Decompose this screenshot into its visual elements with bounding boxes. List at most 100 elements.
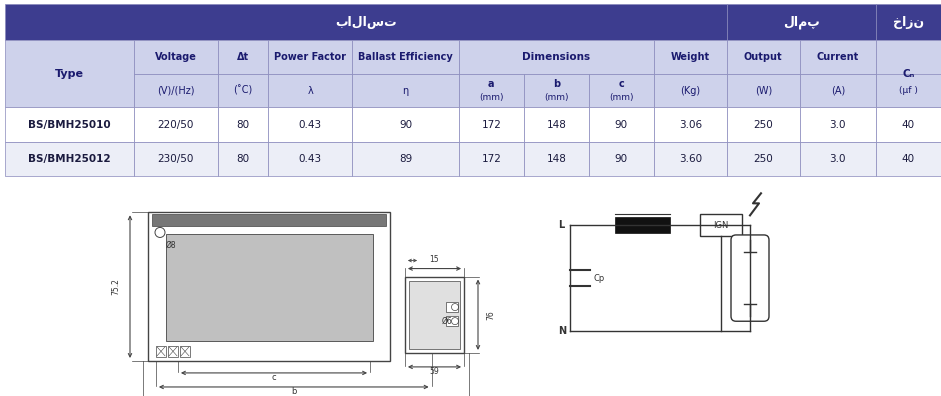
Bar — [654, 74, 726, 107]
Text: 15: 15 — [430, 255, 439, 264]
Text: 172: 172 — [482, 120, 502, 129]
Text: Voltage: Voltage — [154, 52, 197, 62]
Bar — [156, 346, 166, 357]
Bar — [876, 142, 941, 176]
Bar — [700, 214, 742, 236]
Bar — [352, 107, 459, 142]
Bar — [800, 74, 876, 107]
Text: 148: 148 — [547, 120, 566, 129]
Bar — [589, 142, 654, 176]
Bar — [217, 142, 268, 176]
Bar — [654, 107, 726, 142]
Text: Ø8: Ø8 — [166, 240, 177, 249]
Bar — [405, 276, 464, 353]
Bar — [148, 212, 390, 361]
Bar — [217, 40, 268, 74]
Text: (A): (A) — [831, 86, 845, 95]
Bar — [615, 217, 670, 234]
Bar — [726, 107, 800, 142]
Text: Cp: Cp — [594, 274, 605, 283]
Bar — [5, 4, 726, 40]
Text: Weight: Weight — [671, 52, 710, 62]
Text: L: L — [558, 221, 565, 230]
Text: 76: 76 — [486, 310, 495, 320]
Bar — [5, 142, 134, 176]
Text: 250: 250 — [754, 154, 774, 164]
Bar — [800, 142, 876, 176]
Bar — [876, 40, 941, 107]
Text: 172: 172 — [482, 154, 502, 164]
Bar — [589, 74, 654, 107]
Bar — [409, 281, 460, 349]
Bar — [352, 142, 459, 176]
Bar — [134, 107, 217, 142]
Text: بالاست: بالاست — [335, 15, 396, 29]
Text: b: b — [552, 79, 560, 89]
Bar — [800, 107, 876, 142]
Text: 0.43: 0.43 — [298, 154, 322, 164]
Bar — [726, 40, 800, 74]
Text: 59: 59 — [430, 367, 439, 376]
Text: (mm): (mm) — [544, 93, 568, 103]
Bar — [726, 142, 800, 176]
Text: Δt: Δt — [237, 52, 249, 62]
Text: 89: 89 — [399, 154, 412, 164]
Text: Cₙ: Cₙ — [902, 69, 915, 79]
Text: (W): (W) — [755, 86, 772, 95]
Bar — [524, 74, 589, 107]
Text: 230/50: 230/50 — [157, 154, 194, 164]
Bar — [876, 4, 941, 40]
Text: (Kg): (Kg) — [680, 86, 700, 95]
Bar — [876, 74, 941, 107]
Text: (mm): (mm) — [609, 93, 633, 103]
Bar — [459, 74, 524, 107]
Bar — [180, 346, 190, 357]
Text: Type: Type — [55, 69, 84, 79]
Text: (˚C): (˚C) — [233, 85, 252, 96]
Text: c: c — [618, 79, 624, 89]
Text: 3.60: 3.60 — [678, 154, 702, 164]
Text: Dimensions: Dimensions — [522, 52, 590, 62]
Text: 220/50: 220/50 — [157, 120, 194, 129]
Bar — [5, 107, 134, 142]
Bar — [459, 142, 524, 176]
Bar — [524, 107, 589, 142]
Text: 3.0: 3.0 — [830, 154, 846, 164]
Text: 40: 40 — [901, 154, 915, 164]
Text: η: η — [403, 86, 408, 95]
Bar — [217, 107, 268, 142]
Text: 0.43: 0.43 — [298, 120, 322, 129]
Text: Ø6: Ø6 — [442, 317, 453, 326]
Bar — [726, 74, 800, 107]
Bar — [134, 74, 217, 107]
Bar — [589, 107, 654, 142]
Bar — [876, 107, 941, 142]
Bar — [352, 40, 459, 74]
Bar — [268, 142, 352, 176]
Text: 148: 148 — [547, 154, 566, 164]
Bar — [459, 107, 524, 142]
Text: 3.0: 3.0 — [830, 120, 846, 129]
Text: (μf ): (μf ) — [899, 86, 917, 95]
Bar — [524, 142, 589, 176]
Text: 90: 90 — [614, 120, 628, 129]
Text: 80: 80 — [236, 120, 249, 129]
Bar — [446, 316, 458, 326]
Text: BS/BMH25010: BS/BMH25010 — [28, 120, 110, 129]
Text: BS/BMH25012: BS/BMH25012 — [28, 154, 110, 164]
Bar — [654, 40, 726, 74]
Text: Ballast Efficiency: Ballast Efficiency — [359, 52, 453, 62]
Text: 75.2: 75.2 — [111, 278, 120, 295]
Text: 250: 250 — [754, 120, 774, 129]
Text: N: N — [558, 326, 566, 336]
Text: Power Factor: Power Factor — [274, 52, 346, 62]
Bar — [800, 40, 876, 74]
Text: 80: 80 — [236, 154, 249, 164]
Text: 3.06: 3.06 — [678, 120, 702, 129]
Bar — [459, 40, 654, 74]
Text: خازن: خازن — [893, 15, 924, 29]
Text: IGN: IGN — [713, 221, 728, 230]
Text: لامپ: لامپ — [783, 15, 820, 29]
Bar — [654, 142, 726, 176]
Text: Output: Output — [744, 52, 783, 62]
